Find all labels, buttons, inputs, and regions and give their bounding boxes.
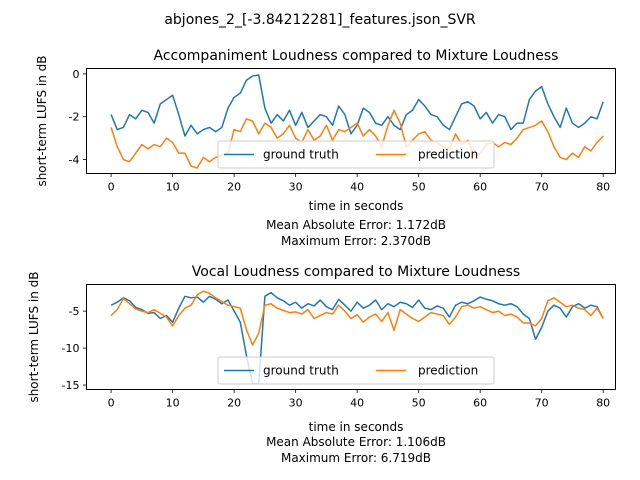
series-line-2-ground-truth	[110, 291, 604, 385]
accompaniment-subplot: Accompaniment Loudness compared to Mixtu…	[35, 48, 616, 248]
subplot-1-mae-note: Mean Absolute Error: 1.172dB	[266, 218, 446, 232]
subplot-2-ylabel: short-term LUFS in dB	[27, 271, 41, 402]
xtick-label-1: 70	[535, 181, 549, 194]
series-line-1-prediction	[110, 109, 604, 169]
ytick-label-1: -2	[69, 111, 80, 124]
subplot-1-ylabel: short-term LUFS in dB	[35, 55, 49, 186]
legend-1-prediction-label: prediction	[418, 148, 478, 162]
series-line-2-prediction	[110, 290, 604, 346]
xtick-label-1: 30	[289, 181, 303, 194]
xtick-label-2: 30	[289, 397, 303, 410]
xtick-label-2: 40	[350, 397, 364, 410]
subplot-2-max-error-note: Maximum Error: 6.719dB	[281, 451, 431, 465]
ytick-label-2: -15	[62, 379, 80, 392]
subplot-2-mae-note: Mean Absolute Error: 1.106dB	[266, 435, 446, 449]
subplot-2-axes-frame	[86, 284, 616, 390]
legend-2-prediction-label: prediction	[418, 364, 478, 378]
subplot-2-legend: ground truth prediction	[217, 356, 495, 385]
ytick-label-1: 0	[73, 68, 80, 81]
subplot-1-xlabel: time in seconds	[309, 199, 404, 213]
xtick-label-2: 50	[412, 397, 426, 410]
xtick-label-2: 0	[108, 397, 115, 410]
subplot-1-title: Accompaniment Loudness compared to Mixtu…	[154, 48, 559, 64]
xtick-label-1: 0	[108, 181, 115, 194]
ytick-label-1: -4	[69, 154, 80, 167]
xtick-label-1: 10	[166, 181, 180, 194]
xtick-label-2: 80	[596, 397, 610, 410]
subplot-2-title: Vocal Loudness compared to Mixture Loudn…	[192, 264, 520, 280]
xtick-label-2: 70	[535, 397, 549, 410]
ytick-label-2: -5	[69, 305, 80, 318]
xtick-label-1: 60	[473, 181, 487, 194]
subplot-1-axes-frame	[86, 68, 616, 174]
legend-2-ground-truth-label: ground truth	[263, 364, 339, 378]
xtick-label-1: 80	[596, 181, 610, 194]
xtick-label-2: 20	[227, 397, 241, 410]
subplot-1-max-error-note: Maximum Error: 2.370dB	[281, 234, 431, 248]
subplot-2-xlabel: time in seconds	[309, 420, 404, 434]
series-line-1-ground-truth	[110, 74, 604, 137]
xtick-label-2: 60	[473, 397, 487, 410]
subplot-1-legend: ground truth prediction	[217, 140, 495, 169]
ytick-label-2: -10	[62, 342, 80, 355]
xtick-label-1: 20	[227, 181, 241, 194]
xtick-label-1: 50	[412, 181, 426, 194]
legend-1-ground-truth-label: ground truth	[263, 148, 339, 162]
xtick-label-1: 40	[350, 181, 364, 194]
xtick-label-2: 10	[166, 397, 180, 410]
vocal-subplot: Vocal Loudness compared to Mixture Loudn…	[27, 264, 616, 465]
figure-suptitle: abjones_2_[-3.84212281]_features.json_SV…	[164, 12, 476, 28]
